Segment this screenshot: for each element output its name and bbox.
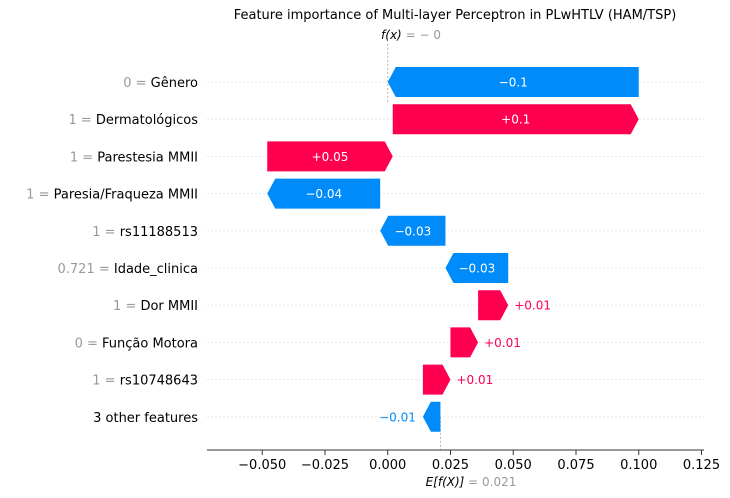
feature-value: 0 xyxy=(75,336,83,351)
bar-positive xyxy=(478,290,509,321)
feature-label: 0.721 = Idade_clinica xyxy=(57,262,198,277)
bar-value-label: +0.05 xyxy=(312,150,349,164)
x-tick-label: 0.025 xyxy=(432,458,469,473)
feature-name: Idade_clinica xyxy=(114,262,198,277)
chart-title: Feature importance of Multi-layer Percep… xyxy=(234,8,677,23)
feature-value: 1 xyxy=(92,225,100,240)
feature-name: Dermatológicos xyxy=(96,113,198,128)
feature-equals: = xyxy=(121,299,140,314)
feature-value: 0 xyxy=(123,76,131,91)
feature-value: 1 xyxy=(113,299,121,314)
feature-value: 1 xyxy=(26,188,34,203)
x-tick-label: 0.000 xyxy=(369,458,406,473)
x-tick-label: 0.075 xyxy=(557,458,594,473)
bar-value-label: +0.01 xyxy=(484,336,521,350)
bar-positive xyxy=(267,141,393,172)
feature-label: 3 other features xyxy=(93,411,198,426)
bar-value-label: +0.01 xyxy=(456,373,493,387)
feature-value: 0.721 xyxy=(57,262,94,277)
feature-name: Gênero xyxy=(151,76,198,91)
feature-label: 1 = Dor MMII xyxy=(113,299,198,314)
feature-value: 1 xyxy=(92,374,100,389)
feature-label: 1 = rs11188513 xyxy=(92,225,198,240)
x-tick-label: 0.100 xyxy=(620,458,657,473)
bar-value-label: −0.01 xyxy=(379,410,416,424)
bar-negative xyxy=(445,253,509,283)
x-tick-label: 0.125 xyxy=(683,458,720,473)
x-tick-label: 0.050 xyxy=(495,458,532,473)
feature-equals: = xyxy=(34,188,53,203)
feature-equals: = xyxy=(78,150,97,165)
feature-equals: = xyxy=(83,336,102,351)
x-tick-label: −0.050 xyxy=(238,458,286,473)
efx-label: E[f(X)] = 0.021 xyxy=(426,475,517,489)
feature-name: rs11188513 xyxy=(120,225,198,240)
feature-label: 0 = Função Motora xyxy=(75,336,198,351)
fx-label: f(x) = − 0 xyxy=(381,28,441,42)
fx-value: = − 0 xyxy=(406,28,441,42)
feature-equals: = xyxy=(95,262,114,277)
feature-equals: = xyxy=(101,225,120,240)
feature-name: Parestesia MMII xyxy=(97,150,198,165)
feature-name: Função Motora xyxy=(102,336,198,351)
feature-name: 3 other features xyxy=(93,411,198,426)
feature-equals: = xyxy=(77,113,96,128)
bar-value-label: −0.04 xyxy=(305,187,342,201)
x-tick-label: −0.025 xyxy=(301,458,349,473)
efx-value: = 0.021 xyxy=(468,475,516,489)
feature-name: rs10748643 xyxy=(120,374,198,389)
feature-value: 1 xyxy=(68,113,76,128)
x-axis: −0.050 −0.025 0.000 0.025 0.050 0.075 0.100 0.1… xyxy=(207,449,720,473)
feature-value: 1 xyxy=(70,150,78,165)
bar-positive xyxy=(450,327,479,358)
bar-value-label: −0.03 xyxy=(458,262,495,276)
bar-negative xyxy=(387,67,639,97)
feature-label: 0 = Gênero xyxy=(123,76,198,91)
bar-value-label: −0.1 xyxy=(499,76,528,90)
bar-negative xyxy=(422,401,441,432)
feature-label: 1 = rs10748643 xyxy=(92,374,198,389)
feature-equals: = xyxy=(132,76,151,91)
feature-equals: = xyxy=(101,374,120,389)
feature-name: Paresia/Fraqueza MMII xyxy=(54,188,198,203)
bar-positive xyxy=(422,364,451,395)
bar-value-label: +0.1 xyxy=(501,113,530,127)
feature-label: 1 = Parestesia MMII xyxy=(70,150,198,165)
bar-negative xyxy=(380,215,446,246)
fx-symbol: f(x) xyxy=(381,28,402,42)
bar-value-label: −0.03 xyxy=(394,224,431,238)
bar-positive xyxy=(392,104,639,135)
bars: −0.1 +0.1 +0.05 −0.04 −0.03 −0.03 +0.01 +0.01 +0… xyxy=(267,67,639,432)
bar-value-label: +0.01 xyxy=(514,299,551,313)
feature-label: 1 = Dermatológicos xyxy=(68,113,198,128)
feature-name: Dor MMII xyxy=(140,299,198,314)
efx-symbol: E[f(X)] xyxy=(426,475,465,489)
feature-label: 1 = Paresia/Fraqueza MMII xyxy=(26,188,198,203)
bar-negative xyxy=(267,178,381,209)
